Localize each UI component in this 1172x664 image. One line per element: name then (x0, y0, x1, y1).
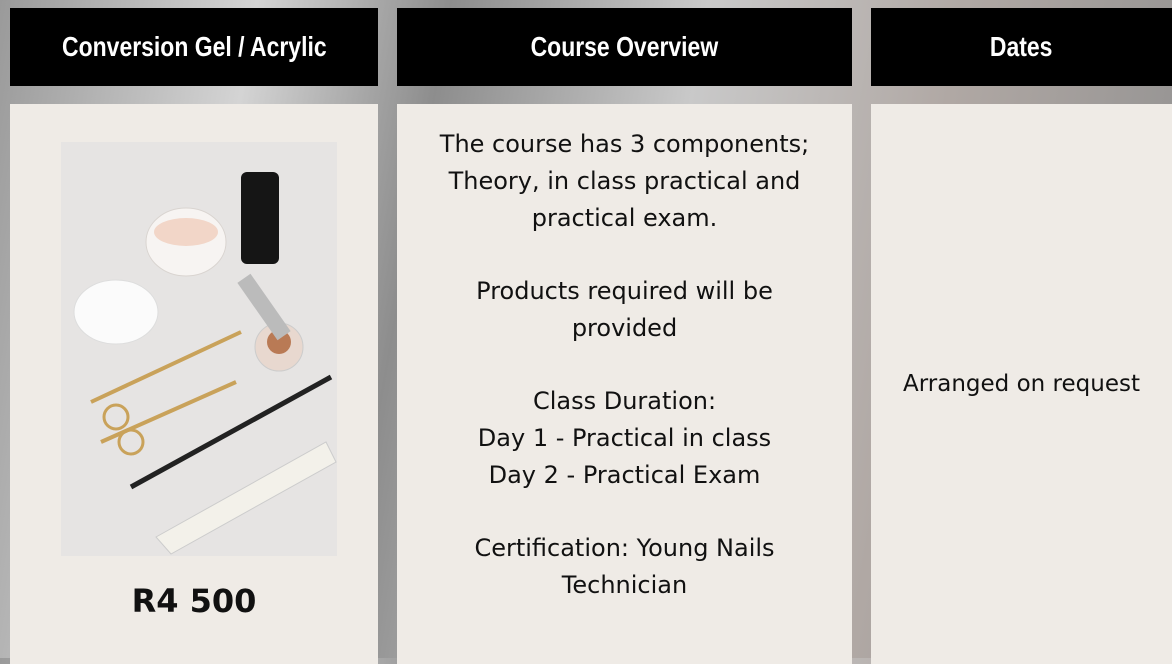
paragraph: Class Duration: Day 1 - Practical in cla… (397, 383, 852, 494)
overview-text: The course has 3 components; Theory, in … (397, 126, 852, 640)
header-text: Dates (990, 31, 1053, 62)
text-line: practical exam. (531, 204, 718, 232)
text-line: Certification: Young Nails (474, 534, 775, 562)
overview-card: The course has 3 components; Theory, in … (397, 104, 852, 664)
dates-text: Arranged on request (903, 371, 1140, 397)
text-line: provided (571, 314, 678, 342)
header-text: Course Overview (530, 31, 719, 62)
product-photo (61, 142, 337, 556)
text-line: The course has 3 components; (439, 130, 810, 158)
text-line: Class Duration: (532, 387, 717, 415)
header-text: Conversion Gel / Acrylic (61, 31, 327, 62)
text-line: Technician (561, 571, 688, 599)
dates-card: Arranged on request (871, 104, 1172, 664)
column-header: Dates (871, 8, 1172, 86)
text-line: Theory, in class practical and (448, 167, 801, 195)
text-line: Products required will be (476, 277, 773, 305)
text-line: Day 2 - Practical Exam (488, 461, 761, 489)
paragraph: Products required will be provided (397, 273, 852, 347)
product-card: R4 500 (10, 104, 378, 664)
paragraph: Certification: Young Nails Technician (397, 530, 852, 604)
text-line: Day 1 - Practical in class (477, 424, 772, 452)
price: R4 500 (131, 582, 257, 620)
paragraph: The course has 3 components; Theory, in … (397, 126, 852, 237)
column-header: Course Overview (397, 8, 852, 86)
column-header: Conversion Gel / Acrylic (10, 8, 378, 86)
